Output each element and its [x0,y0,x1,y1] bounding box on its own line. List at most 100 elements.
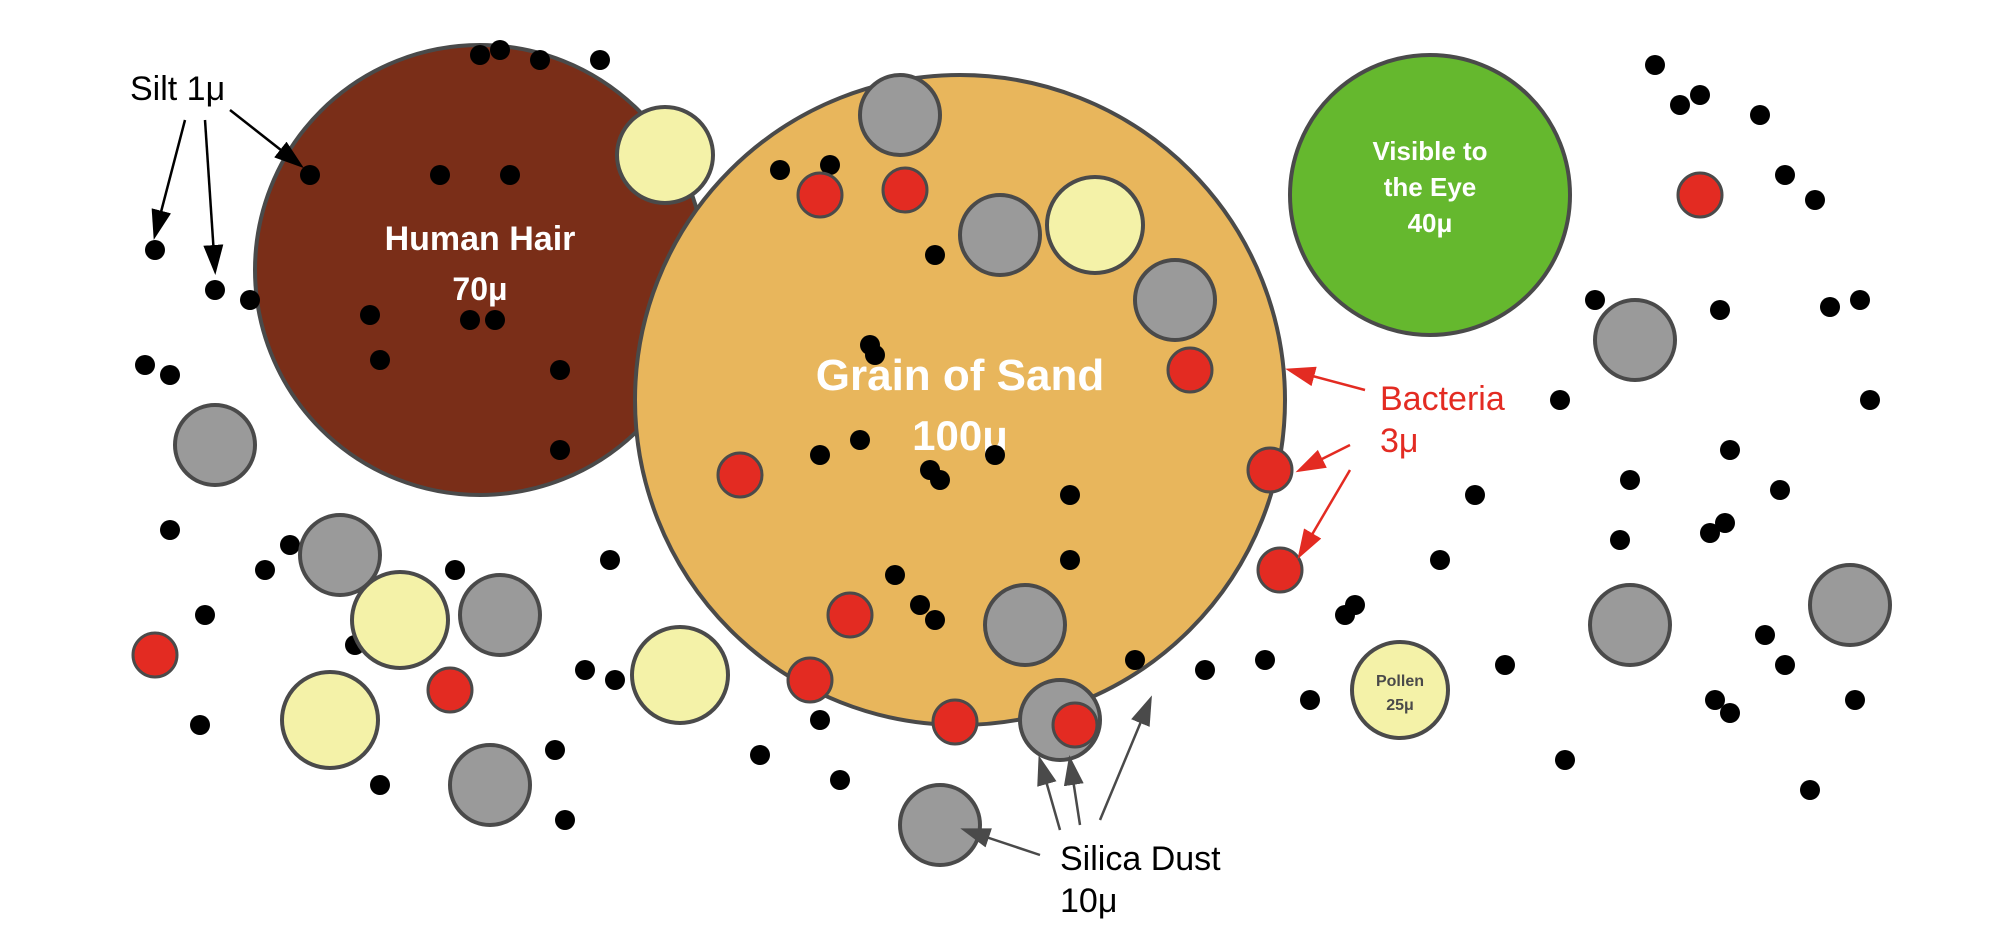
silt-particle [370,350,390,370]
visible-eye-label: Visible to [1372,136,1487,166]
silt-particle [850,430,870,450]
silt-particle [925,245,945,265]
bacteria-particle [883,168,927,212]
grain-of-sand-circle: Grain of Sand100μ [635,75,1285,725]
silt-particle [545,740,565,760]
silt-particle [1345,595,1365,615]
svg-text:Pollen: Pollen [1376,673,1424,690]
silica-particle [1810,565,1890,645]
silt-particle [575,660,595,680]
silt-particle [600,550,620,570]
silt-particle [1555,750,1575,770]
silt-particle [500,165,520,185]
silt-particle [810,445,830,465]
silt-particle [370,775,390,795]
silt-particle [1715,513,1735,533]
bacteria-particle [1248,448,1292,492]
silt-particle [530,50,550,70]
pollen-particle [617,107,713,203]
silt-particle [550,440,570,460]
silt-particle [445,560,465,580]
bacteria-particle [428,668,472,712]
silt-particle [1775,165,1795,185]
silt-particle [1750,105,1770,125]
silt-particle [485,310,505,330]
silica-particle [985,585,1065,665]
silt-particle [195,605,215,625]
human-hair-label: Human Hair [385,220,576,258]
silt-particle [1495,655,1515,675]
silt-particle [1755,625,1775,645]
silt-particle [1720,703,1740,723]
bacteria-particle [718,453,762,497]
svg-text:25μ: 25μ [1386,697,1414,714]
bacteria-particle [933,700,977,744]
silt-particle [1805,190,1825,210]
silt-particle [135,355,155,375]
particle-size-diagram: Human Hair70μGrain of Sand100μVisible to… [0,0,2000,943]
grain-of-sand-label: Grain of Sand [816,351,1104,400]
silt-particle [930,470,950,490]
bacteria-particle [1258,548,1302,592]
silt-particle [145,240,165,260]
silt-particle [1710,300,1730,320]
silica-particle [175,405,255,485]
silt-particle [1690,85,1710,105]
silt-particle [1720,440,1740,460]
bacteria-particle [798,173,842,217]
silt-particle [605,670,625,690]
silt-particle [1125,650,1145,670]
bacteria-particle [1678,173,1722,217]
silt-particle [885,565,905,585]
silt-particle [460,310,480,330]
bacteria-label: 3μ [1380,422,1419,460]
bacteria-particle [1168,348,1212,392]
silt-label: Silt 1μ [130,70,225,108]
silt-particle [770,160,790,180]
silt-particle [1060,485,1080,505]
silica-particle [960,195,1040,275]
silt-particle [160,365,180,385]
pollen-particle [1047,177,1143,273]
silt-particle [985,445,1005,465]
silt-particle [205,280,225,300]
pollen-labeled: Pollen 25μ [1352,642,1448,738]
silt-particle [1430,550,1450,570]
silt-particle [300,165,320,185]
silt-particle [1465,485,1485,505]
bacteria-particle [788,658,832,702]
silt-particle [1770,480,1790,500]
silt-particle [1845,690,1865,710]
silt-particle [830,770,850,790]
bacteria-particle [133,633,177,677]
silica-particle [1135,260,1215,340]
pollen-particle [352,572,448,668]
pollen-particle [632,627,728,723]
silt-particle [1850,290,1870,310]
silt-particle [1255,650,1275,670]
silica-particle [460,575,540,655]
silt-particle [1060,550,1080,570]
bacteria-particle [828,593,872,637]
silt-particle [1610,530,1630,550]
silt-particle [1550,390,1570,410]
silt-particle [1775,655,1795,675]
silt-particle [750,745,770,765]
silt-particle [1585,290,1605,310]
silt-particle [255,560,275,580]
silica-label: 10μ [1060,882,1117,920]
silt-particle [925,610,945,630]
silica-particle [900,785,980,865]
silica-particle [450,745,530,825]
silt-particle [490,40,510,60]
silt-particle [1860,390,1880,410]
human-hair-label: 70μ [452,271,507,307]
visible-eye-circle: Visible tothe Eye40μ [1290,55,1570,335]
silica-particle [1590,585,1670,665]
silt-particle [590,50,610,70]
silt-particle [1300,690,1320,710]
silt-particle [1620,470,1640,490]
silica-label: Silica Dust [1060,840,1221,878]
silica-particle [860,75,940,155]
silt-particle [810,710,830,730]
